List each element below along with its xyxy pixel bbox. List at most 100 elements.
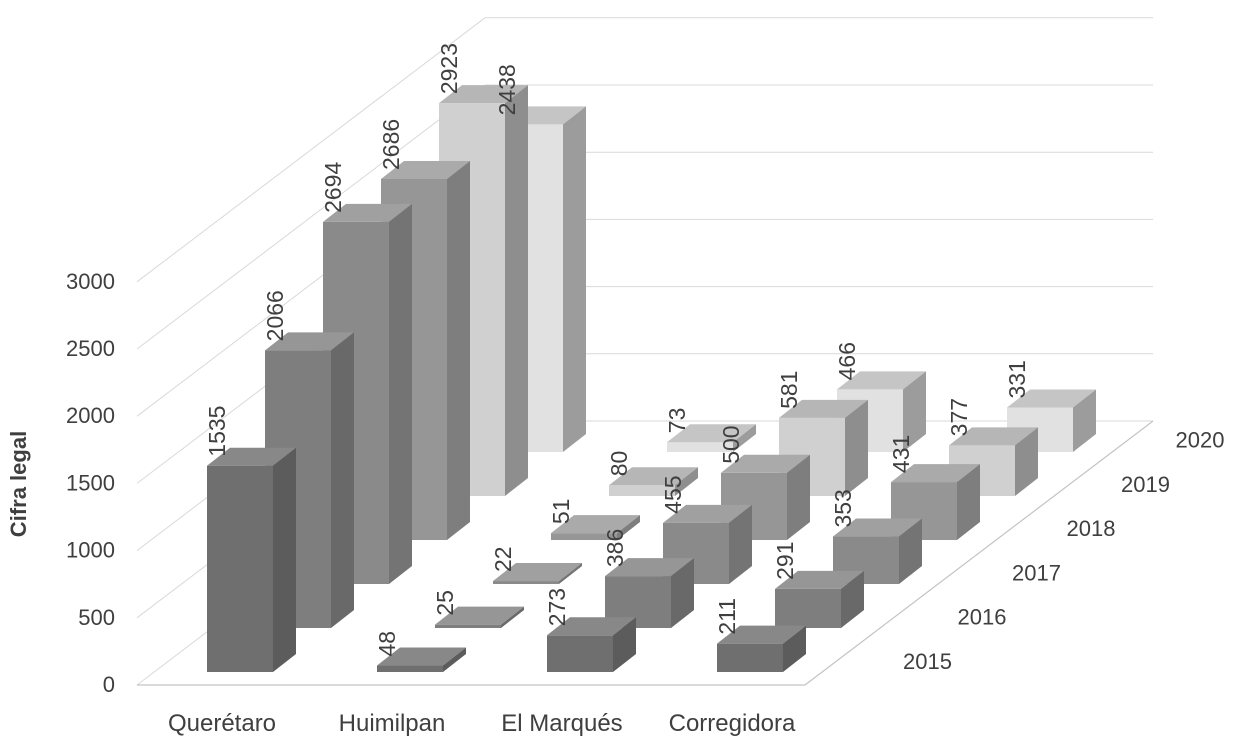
bar-top-face	[265, 332, 354, 351]
bar-3d	[551, 515, 640, 540]
bar-top-face	[833, 518, 922, 537]
bar-3d	[775, 570, 864, 628]
bars	[207, 85, 1096, 672]
gridline-side	[136, 17, 486, 283]
bar-3d	[207, 447, 296, 672]
bar-side-face	[447, 161, 470, 541]
bar-front-face	[667, 442, 733, 452]
bar-side-face	[903, 371, 926, 452]
bar-top-face	[377, 647, 466, 666]
bar-value-label: 581	[776, 371, 802, 409]
depth-year-label: 2018	[1067, 516, 1116, 541]
bar-value-label: 2686	[378, 119, 404, 170]
bar-3d	[605, 558, 694, 628]
bar-front-face	[207, 465, 273, 672]
y-tick-label: 1000	[66, 538, 115, 563]
bar-top-face	[891, 464, 980, 483]
y-tick-label: 2000	[66, 403, 115, 428]
y-tick-label: 1500	[66, 470, 115, 495]
bar-front-face	[435, 624, 501, 628]
bar-value-label: 353	[830, 489, 856, 527]
bar-side-face	[787, 454, 810, 540]
bar-front-face	[717, 643, 783, 672]
category-label: Huimilpan	[339, 710, 446, 737]
bar-value-label: 386	[602, 529, 628, 567]
bar-front-face	[609, 485, 675, 496]
bar-side-face	[783, 625, 806, 672]
bar-3d	[547, 617, 636, 672]
bar-top-face	[547, 617, 636, 636]
bar-3d	[717, 625, 806, 672]
bar-value-label: 2923	[436, 43, 462, 94]
depth-year-label: 2019	[1121, 472, 1170, 497]
depth-year-label: 2015	[903, 649, 952, 674]
bar-value-label: 273	[544, 588, 570, 626]
bar-value-label: 211	[714, 598, 740, 635]
bar-3d	[493, 563, 582, 584]
bar-value-label: 500	[718, 425, 744, 463]
bar-top-face	[493, 563, 582, 582]
bar-side-face	[841, 570, 864, 628]
bar-side-face	[1015, 427, 1038, 496]
category-label: El Marqués	[501, 710, 622, 737]
y-axis-title: Cifra legal	[6, 431, 31, 537]
bar-value-label: 25	[432, 590, 458, 616]
bar-3d	[949, 427, 1038, 496]
bar-side-face	[563, 106, 586, 453]
bar-3d	[891, 464, 980, 540]
y-tick-label: 0	[103, 672, 115, 697]
bar-side-face	[675, 467, 698, 496]
category-label: Querétaro	[168, 710, 276, 737]
bar-3d	[435, 606, 524, 628]
bar-top-face	[949, 427, 1038, 446]
bar-value-label: 431	[888, 435, 914, 473]
bar-side-face	[559, 563, 582, 584]
bar-top-face	[837, 371, 926, 390]
bar-top-face	[775, 570, 864, 589]
bar-side-face	[505, 85, 528, 496]
bar-front-face	[377, 665, 443, 672]
category-label: Corregidora	[669, 710, 796, 737]
bar-side-face	[331, 332, 354, 628]
bar-value-label: 455	[660, 475, 686, 513]
depth-year-label: 2017	[1012, 560, 1061, 585]
floor-right-edge	[804, 420, 1154, 686]
bar-3d	[667, 424, 756, 452]
bar-side-face	[613, 617, 636, 672]
bar-value-label: 2066	[262, 290, 288, 341]
bar-side-face	[501, 606, 524, 628]
bar-top-face	[605, 558, 694, 577]
bar-top-face	[381, 161, 470, 180]
bar-side-face	[957, 464, 980, 540]
bar-top-face	[1007, 389, 1096, 408]
bar-top-face	[721, 454, 810, 473]
bar-top-face	[439, 85, 528, 104]
bar-value-label: 73	[664, 408, 690, 434]
bar-front-face	[493, 581, 559, 584]
bar-value-label: 48	[374, 631, 400, 657]
bar-value-label: 1535	[204, 406, 230, 457]
bar-side-face	[273, 447, 296, 672]
bar-top-face	[667, 424, 756, 443]
bar-top-face	[609, 467, 698, 486]
bar-side-face	[1073, 389, 1096, 452]
depth-year-label: 2016	[958, 605, 1007, 630]
bar-value-label: 331	[1004, 360, 1030, 398]
bar-top-face	[717, 625, 806, 644]
y-tick-label: 500	[78, 605, 115, 630]
bar-side-face	[845, 399, 868, 496]
bar-top-face	[551, 515, 640, 534]
bar-front-face	[551, 533, 617, 540]
bar-3d	[609, 467, 698, 496]
bar-value-label: 51	[548, 499, 574, 525]
bar-front-face	[775, 588, 841, 628]
bar-front-face	[547, 635, 613, 672]
bar-3d	[833, 518, 922, 584]
depth-year-label: 2020	[1176, 428, 1225, 453]
bar-value-labels: 2438 73 466 331 2923 80 581 377 2686 51 500 431 2694…	[204, 43, 1030, 657]
bar-value-label: 291	[772, 542, 798, 580]
bar-side-face	[899, 518, 922, 584]
bar-top-face	[663, 504, 752, 523]
